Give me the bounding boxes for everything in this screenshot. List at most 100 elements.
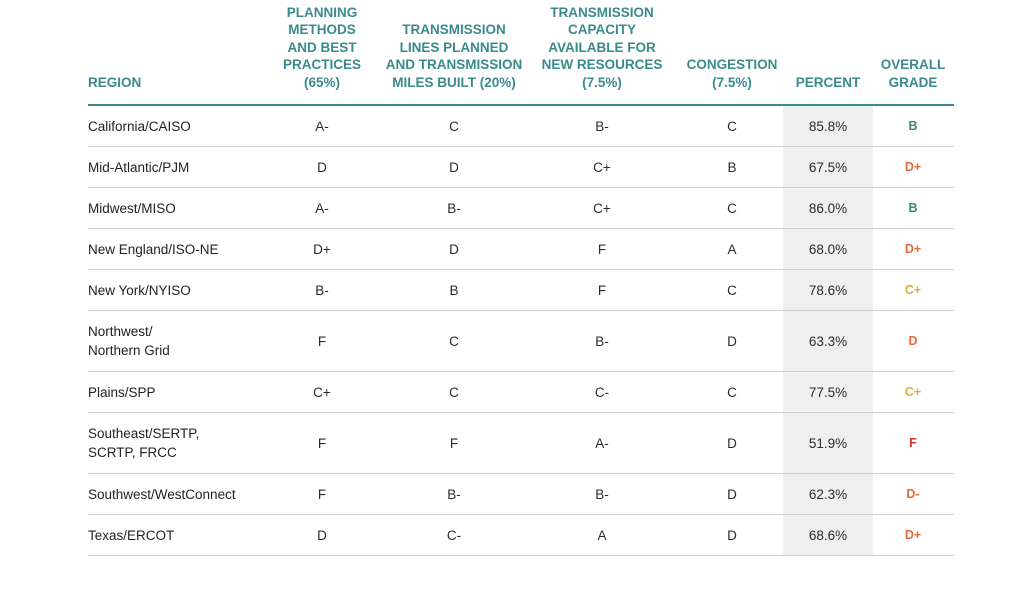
cell-planning-value: D <box>317 159 327 175</box>
cell-transmission-lines-value: C- <box>446 527 462 543</box>
cell-overall-grade-value: D+ <box>904 527 922 542</box>
cell-percent: 51.9% <box>783 413 873 473</box>
cell-capacity: A- <box>532 413 672 473</box>
table-body: California/CAISO A- C B- C 85.8% B Mid-Atlantic… <box>88 106 954 556</box>
region-name: Northwest/Northern Grid <box>88 322 170 360</box>
cell-transmission-lines: C <box>374 106 534 146</box>
cell-percent-value: 68.6% <box>808 527 848 543</box>
cell-capacity: F <box>532 270 672 310</box>
cell-overall-grade: B <box>873 106 953 146</box>
header-capacity-line: CAPACITY <box>567 22 636 37</box>
region-name: Mid-Atlantic/PJM <box>88 158 189 177</box>
cell-percent-value: 77.5% <box>808 384 848 400</box>
cell-overall-grade: D+ <box>873 515 953 555</box>
region-name-line: Texas/ERCOT <box>88 527 175 543</box>
table-header: REGION PLANNING METHODS AND BEST PRACTIC… <box>88 0 954 106</box>
cell-percent-value: 67.5% <box>808 159 848 175</box>
cell-capacity: C+ <box>532 147 672 187</box>
cell-congestion-value: C <box>727 282 737 298</box>
cell-capacity-value: F <box>597 241 607 257</box>
region-name-line: Midwest/MISO <box>88 200 176 216</box>
region-name-line: New England/ISO-NE <box>88 241 219 257</box>
cell-region: Northwest/Northern Grid <box>88 311 288 371</box>
header-lines-line: MILES BUILT (20%) <box>392 74 516 90</box>
cell-congestion-value: D <box>727 527 737 543</box>
cell-transmission-lines: B- <box>374 474 534 514</box>
cell-congestion: C <box>676 106 788 146</box>
region-name-line: New York/NYISO <box>88 282 191 298</box>
header-planning: PLANNING METHODS AND BEST PRACTICES (65%… <box>264 4 380 92</box>
cell-overall-grade-value: F <box>909 435 917 450</box>
region-name: Southwest/WestConnect <box>88 485 236 504</box>
cell-transmission-lines-value: B- <box>447 200 461 216</box>
region-name: New York/NYISO <box>88 281 191 300</box>
cell-region: Southwest/WestConnect <box>88 474 288 514</box>
header-overall-grade: OVERALL GRADE <box>873 56 953 91</box>
cell-region: Texas/ERCOT <box>88 515 288 555</box>
cell-capacity-value: B- <box>595 118 609 134</box>
cell-region: Plains/SPP <box>88 372 288 412</box>
cell-planning: F <box>264 474 380 514</box>
cell-percent-value: 86.0% <box>808 200 848 216</box>
region-name: New England/ISO-NE <box>88 240 219 259</box>
cell-overall-grade: D+ <box>873 147 953 187</box>
cell-percent: 85.8% <box>783 106 873 146</box>
cell-congestion: D <box>676 474 788 514</box>
header-percent-text: PERCENT <box>795 74 861 90</box>
cell-transmission-lines-value: D <box>449 241 459 257</box>
header-lines-line: TRANSMISSION <box>402 22 506 37</box>
cell-percent: 68.0% <box>783 229 873 269</box>
header-planning-line: METHODS <box>288 22 356 37</box>
cell-overall-grade-value: B <box>908 200 918 215</box>
header-congestion-line: (7.5%) <box>712 74 752 90</box>
cell-transmission-lines-value: C <box>449 118 459 134</box>
header-overall-line: OVERALL <box>880 57 946 72</box>
cell-congestion: A <box>676 229 788 269</box>
region-name-line: California/CAISO <box>88 118 191 134</box>
cell-overall-grade-value: D+ <box>904 159 922 174</box>
cell-percent: 62.3% <box>783 474 873 514</box>
cell-capacity: A <box>532 515 672 555</box>
cell-planning: A- <box>264 188 380 228</box>
cell-capacity-value: F <box>597 282 607 298</box>
cell-region: Southeast/SERTP, SCRTP, FRCC <box>88 413 288 473</box>
header-capacity-line: TRANSMISSION <box>550 4 654 20</box>
cell-transmission-lines: F <box>374 413 534 473</box>
cell-capacity-value: A <box>597 527 607 543</box>
header-capacity-line: (7.5%) <box>582 74 622 90</box>
cell-overall-grade: C+ <box>873 270 953 310</box>
header-transmission-lines: TRANSMISSION LINES PLANNED AND TRANSMISS… <box>374 21 534 91</box>
cell-planning: C+ <box>264 372 380 412</box>
header-capacity-line: NEW RESOURCES <box>541 57 663 72</box>
cell-congestion: D <box>676 311 788 371</box>
cell-capacity-value: A- <box>595 435 609 451</box>
header-planning-line: PRACTICES <box>282 57 361 72</box>
cell-percent-value: 51.9% <box>808 435 848 451</box>
cell-transmission-lines: D <box>374 229 534 269</box>
header-region: REGION <box>88 74 268 92</box>
table-row: Southwest/WestConnect F B- B- D 62.3% D- <box>88 474 954 515</box>
region-name: Midwest/MISO <box>88 199 176 218</box>
region-name-line: Mid-Atlantic/PJM <box>88 159 190 175</box>
cell-transmission-lines: B <box>374 270 534 310</box>
cell-overall-grade-value: D- <box>906 486 920 501</box>
header-capacity: TRANSMISSION CAPACITY AVAILABLE FOR NEW … <box>532 4 672 92</box>
region-name-line: SCRTP, FRCC <box>88 445 177 460</box>
cell-transmission-lines: C <box>374 311 534 371</box>
table-row: Northwest/Northern Grid F C B- D 63.3% D <box>88 311 954 372</box>
header-lines-line: LINES PLANNED <box>399 39 509 55</box>
region-name: Plains/SPP <box>88 383 156 402</box>
header-congestion: CONGESTION (7.5%) <box>676 56 788 91</box>
cell-percent-value: 78.6% <box>808 282 848 298</box>
cell-capacity: B- <box>532 311 672 371</box>
cell-transmission-lines-value: D <box>449 159 459 175</box>
cell-capacity: B- <box>532 474 672 514</box>
cell-planning-value: D+ <box>313 241 331 257</box>
cell-overall-grade: D+ <box>873 229 953 269</box>
header-percent: PERCENT <box>783 74 873 92</box>
header-lines-line: AND TRANSMISSION <box>385 57 523 72</box>
cell-percent: 77.5% <box>783 372 873 412</box>
cell-transmission-lines-value: F <box>449 435 459 451</box>
cell-congestion-value: C <box>727 118 737 134</box>
cell-congestion: C <box>676 372 788 412</box>
